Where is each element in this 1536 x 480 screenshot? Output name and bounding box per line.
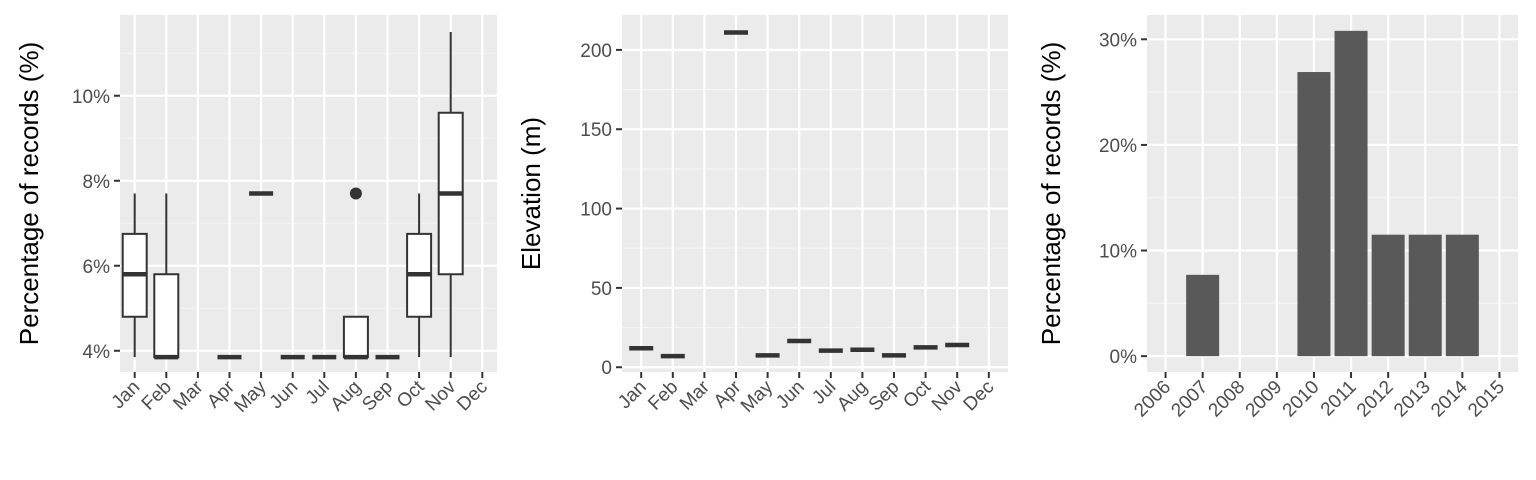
x-tick-label: Nov: [421, 376, 460, 415]
x-tick-label: May: [230, 376, 271, 417]
x-tick-label: 2014: [1427, 376, 1472, 421]
y-tick-label: 200: [580, 41, 612, 62]
panel-background: [622, 15, 1008, 372]
x-tick-label: May: [737, 376, 778, 417]
x-tick-label: Feb: [644, 377, 682, 415]
x-tick-label: 2010: [1279, 377, 1324, 422]
x-tick-label: 2009: [1242, 377, 1287, 422]
y-tick-label: 10%: [1099, 242, 1137, 263]
bar-2011: [1334, 30, 1368, 357]
box-jan: [121, 193, 148, 358]
panel-background: [120, 15, 497, 372]
box-aug: [342, 187, 369, 360]
x-tick-label: Aug: [833, 377, 872, 416]
y-tick-label: 30%: [1099, 30, 1137, 51]
x-tick-label: Nov: [928, 376, 967, 415]
y-tick-label: 4%: [83, 342, 111, 363]
x-tick-label: 2007: [1167, 377, 1212, 422]
y-tick-label: 150: [580, 120, 612, 141]
x-tick-label: Sep: [358, 377, 397, 416]
x-tick-label: Dec: [960, 377, 999, 416]
x-tick-label: Mar: [169, 376, 207, 414]
x-tick-label: Jun: [266, 377, 303, 414]
box-body: [153, 273, 180, 359]
x-tick-label: Jan: [614, 377, 651, 414]
x-tick-label: 2006: [1130, 377, 1175, 422]
box-nov: [437, 32, 464, 358]
x-tick-label: Oct: [899, 376, 935, 412]
y-tick-label: 8%: [83, 172, 111, 193]
x-tick-label: Dec: [453, 377, 492, 416]
y-axis-title: Percentage of records (%): [14, 42, 44, 345]
y-tick-label: 0: [601, 358, 612, 379]
x-tick-label: 2013: [1390, 377, 1435, 422]
y-tick-label: 50: [591, 279, 612, 300]
y-axis-title: Elevation (m): [516, 117, 546, 270]
box-feb: [153, 193, 180, 360]
x-tick-label: Feb: [138, 377, 176, 415]
x-tick-label: 2012: [1353, 377, 1398, 422]
y-axis-title: Percentage of records (%): [1036, 42, 1066, 345]
x-tick-label: 2011: [1317, 377, 1361, 421]
x-tick-label: Mar: [676, 376, 714, 414]
outlier-point: [349, 187, 362, 200]
x-tick-label: 2015: [1464, 377, 1509, 422]
x-tick-label: Sep: [865, 377, 904, 416]
y-tick-label: 10%: [72, 87, 110, 108]
bar-2010: [1297, 72, 1331, 357]
y-tick-label: 0%: [1110, 347, 1138, 368]
bar-2012: [1371, 234, 1405, 357]
y-tick-label: 100: [580, 200, 612, 221]
y-tick-label: 6%: [83, 257, 111, 278]
y-tick-label: 20%: [1099, 136, 1137, 157]
bar-2013: [1408, 234, 1442, 357]
bar-2007: [1186, 274, 1220, 357]
x-tick-label: Jan: [108, 377, 145, 414]
x-tick-label: Oct: [393, 376, 429, 412]
bar-2014: [1445, 234, 1479, 357]
x-tick-label: 2008: [1205, 377, 1250, 422]
box-body: [342, 315, 369, 359]
x-tick-label: Jun: [772, 377, 809, 414]
yearly-record-share-bar-chart: 0%10%20%30%20062007200820092010201120122…: [1036, 15, 1518, 421]
x-tick-label: Aug: [327, 377, 366, 416]
box-oct: [406, 193, 433, 358]
